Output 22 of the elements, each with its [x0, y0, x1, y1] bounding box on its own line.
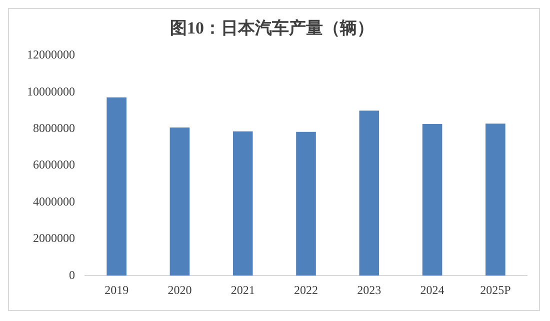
y-tick-label: 2000000	[33, 231, 75, 246]
bar	[422, 124, 442, 276]
bar	[359, 110, 380, 276]
x-tick-label: 2025P	[480, 282, 512, 297]
chart-title: 图10：日本汽车产量（辆）	[170, 18, 374, 38]
y-tick-label: 12000000	[27, 48, 75, 62]
y-tick-label: 8000000	[33, 120, 75, 135]
y-tick-label: 4000000	[33, 194, 75, 208]
x-tick-label: 2021	[230, 282, 255, 297]
x-tick-label: 2022	[294, 282, 318, 297]
bar	[232, 131, 253, 276]
x-tick-label: 2019	[104, 282, 129, 297]
bar	[170, 128, 190, 276]
y-tick-label: 6000000	[33, 158, 75, 172]
x-tick-label: 2020	[168, 282, 192, 297]
x-tick-label: 2024	[420, 282, 444, 297]
y-tick-label: 10000000	[27, 84, 75, 98]
bar	[296, 132, 316, 276]
bar	[106, 97, 126, 276]
x-tick-label: 2023	[357, 282, 382, 297]
bar	[486, 124, 506, 276]
y-tick-label: 0	[69, 268, 75, 282]
